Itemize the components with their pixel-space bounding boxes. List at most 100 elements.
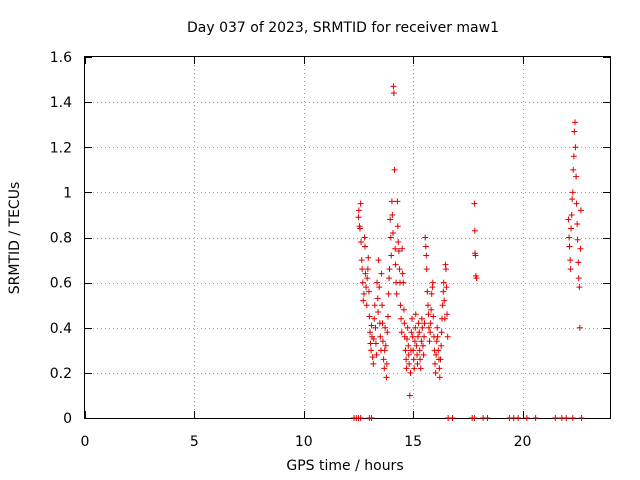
data-point [415, 320, 422, 327]
data-point [421, 333, 428, 340]
data-point [372, 324, 379, 331]
data-points [351, 83, 585, 421]
data-point [409, 333, 416, 340]
data-point [386, 266, 393, 273]
data-point [357, 415, 364, 421]
data-point [441, 315, 448, 322]
data-point [433, 351, 440, 358]
data-point [362, 243, 368, 250]
x-axis-label: GPS time / hours [286, 458, 403, 474]
data-point [371, 315, 378, 322]
data-point [430, 313, 437, 320]
data-point [427, 329, 434, 336]
data-point [471, 227, 478, 234]
data-point [368, 415, 375, 421]
data-point [390, 229, 396, 236]
data-point [384, 329, 391, 336]
data-point [384, 313, 391, 320]
x-tick-label: 15 [404, 434, 422, 450]
data-point [420, 351, 427, 358]
data-point [388, 198, 395, 205]
data-point [394, 198, 401, 205]
data-point [383, 374, 390, 381]
data-point [387, 234, 394, 241]
data-point [408, 329, 415, 336]
data-point [425, 311, 432, 318]
data-point [370, 336, 377, 343]
data-point [391, 166, 398, 173]
data-point [356, 225, 363, 232]
data-point [370, 360, 377, 367]
data-point [361, 234, 368, 241]
data-point [417, 356, 424, 363]
data-point [393, 290, 400, 297]
data-point [484, 415, 491, 421]
data-point [357, 200, 364, 207]
data-point [363, 302, 370, 309]
data-point [402, 347, 409, 354]
data-point [532, 415, 539, 421]
data-point [411, 338, 418, 345]
data-point [387, 216, 394, 223]
data-point [363, 284, 370, 291]
data-point [414, 360, 421, 367]
y-tick-label: 1.6 [50, 50, 72, 66]
data-point [437, 356, 444, 363]
data-point [399, 270, 406, 277]
y-tick-label: 0.8 [50, 231, 72, 247]
data-point [360, 290, 367, 297]
data-point [404, 324, 411, 331]
data-point [416, 329, 423, 336]
data-point [403, 365, 410, 372]
data-point [406, 392, 413, 399]
data-point [414, 333, 421, 340]
data-point [417, 365, 424, 372]
data-point [412, 311, 419, 318]
y-tick-label: 1.4 [50, 95, 72, 111]
data-point [572, 144, 579, 151]
data-point [429, 279, 436, 286]
data-point [440, 288, 447, 295]
data-point [423, 252, 430, 259]
data-point [422, 243, 429, 250]
data-point [568, 211, 575, 218]
data-point [375, 308, 382, 315]
data-point [365, 254, 372, 261]
data-point [390, 90, 397, 97]
data-point [572, 119, 578, 126]
data-point [570, 166, 577, 173]
data-point [381, 365, 388, 372]
data-point [395, 239, 402, 246]
data-point [367, 329, 374, 336]
y-tick-label: 0.4 [50, 321, 72, 337]
data-point [390, 83, 397, 90]
data-point [365, 288, 372, 295]
data-point [577, 245, 584, 252]
data-point [367, 340, 374, 347]
y-axis-label: SRMTID / TECUs [7, 182, 23, 295]
y-tick-label: 1 [63, 185, 72, 201]
data-point [434, 324, 441, 331]
data-point [471, 415, 478, 421]
data-point [404, 336, 410, 343]
data-point [355, 207, 362, 214]
data-point [410, 347, 417, 354]
data-point [433, 338, 440, 345]
data-point [436, 374, 443, 381]
data-point [569, 196, 576, 203]
data-point [425, 302, 431, 309]
axis-ticks: 0 0.2 0.4 0.6 0.8 1 1.2 1.4 1.6 0 5 10 15 20 [50, 50, 610, 450]
data-point [405, 342, 412, 349]
data-point [444, 333, 451, 340]
data-point [358, 239, 365, 246]
x-tick-label: 5 [190, 434, 199, 450]
data-point [376, 284, 383, 291]
data-point [576, 324, 583, 331]
data-point [425, 324, 432, 331]
data-point [388, 252, 395, 259]
x-tick-label: 20 [514, 434, 532, 450]
data-point [379, 338, 386, 345]
data-point [403, 356, 410, 363]
y-tick-label: 0.6 [50, 276, 72, 292]
